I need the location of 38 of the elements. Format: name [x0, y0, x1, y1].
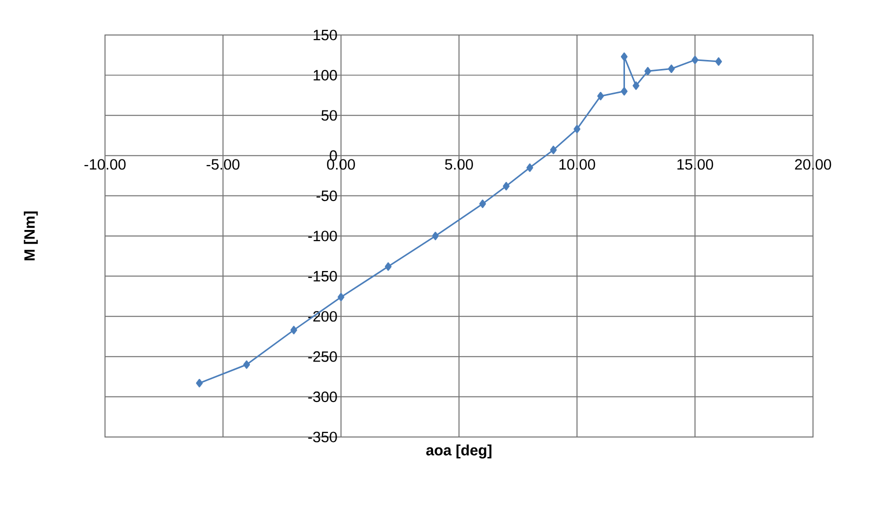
y-tick-label: -100 [308, 230, 337, 242]
x-tick-label: 0.00 [327, 159, 355, 170]
point [692, 56, 698, 64]
point [715, 57, 722, 66]
y-tick-label: -350 [308, 432, 337, 442]
point [502, 182, 510, 190]
point [632, 81, 640, 90]
point [243, 360, 250, 369]
point [338, 292, 344, 302]
x-tick-label: -10.00 [84, 159, 126, 170]
point [432, 232, 439, 240]
point [574, 124, 580, 134]
point [668, 64, 675, 73]
point [550, 146, 557, 154]
x-tick-label: 5.00 [445, 159, 473, 170]
point [620, 87, 628, 96]
y-tick-label: -300 [308, 391, 337, 402]
point [290, 326, 298, 334]
x-tick-label: -5.00 [206, 159, 240, 170]
y-tick-label: 150 [314, 30, 337, 40]
y-tick-label: -50 [316, 190, 337, 202]
x-tick-label: 15.00 [677, 159, 714, 170]
x-axis-title: aoa [deg] [426, 444, 492, 459]
y-tick-label: -250 [308, 351, 337, 362]
x-tick-label: 20.00 [795, 159, 832, 170]
point [620, 52, 628, 61]
point [597, 92, 604, 100]
point [196, 378, 203, 388]
y-axis-title: M [Nm] [24, 212, 38, 260]
y-tick-label: 0 [330, 150, 337, 161]
y-tick-label: -150 [308, 270, 337, 282]
y-tick-label: 50 [321, 110, 337, 121]
point [526, 163, 534, 172]
y-tick-label: 100 [314, 70, 337, 80]
x-tick-label: 10.00 [559, 159, 596, 170]
point [479, 200, 486, 208]
point [644, 66, 652, 76]
point [384, 262, 392, 271]
